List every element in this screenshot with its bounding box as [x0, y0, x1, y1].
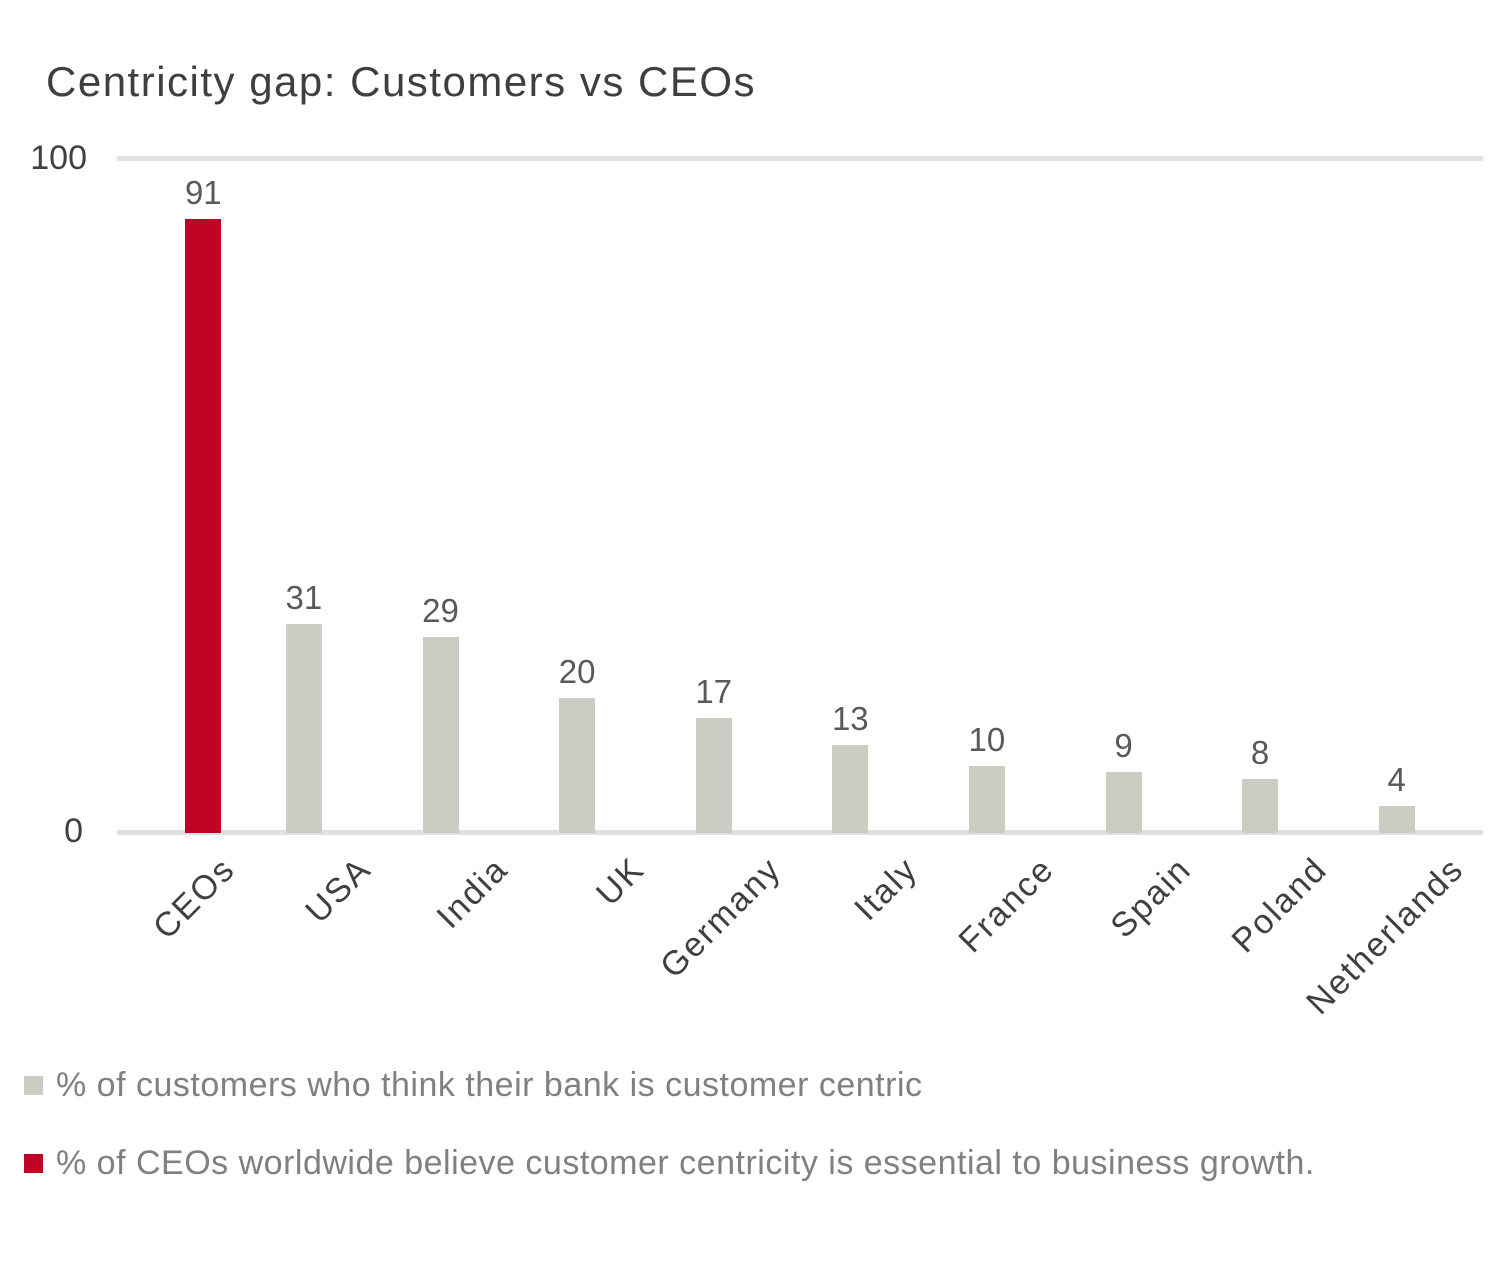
bar-germany — [695, 718, 732, 833]
bar-value-ceos: 91 — [184, 173, 222, 211]
bar-usa — [285, 623, 322, 833]
bar-uk — [559, 698, 596, 833]
bar-india — [422, 637, 459, 833]
bar-spain — [1105, 772, 1142, 833]
legend-label-customers: % of customers who think their bank is c… — [56, 1065, 923, 1104]
legend-marker-customers-icon — [24, 1075, 43, 1095]
bar-value-poland: 8 — [1250, 734, 1270, 771]
y-axis-tick-100: 100 — [30, 139, 87, 177]
bar-value-france: 10 — [968, 720, 1006, 758]
legend-item-ceos: % of CEOs worldwide believe customer cen… — [24, 1141, 1315, 1185]
legend-marker-ceos-icon — [24, 1153, 43, 1173]
x-axis-label-india: India — [429, 850, 516, 937]
bar-value-netherlands: 4 — [1387, 761, 1406, 798]
x-axis-baseline — [117, 830, 1483, 835]
bar-netherlands — [1378, 806, 1415, 833]
bar-ceos — [185, 218, 222, 833]
bar-italy — [832, 745, 869, 833]
bar-value-spain: 9 — [1114, 727, 1133, 765]
bar-value-italy: 13 — [831, 700, 869, 738]
x-axis-label-france: France — [951, 850, 1062, 961]
bar-value-germany: 17 — [695, 673, 733, 711]
legend-label-ceos: % of CEOs worldwide believe customer cen… — [56, 1143, 1315, 1182]
bar-france — [968, 765, 1005, 833]
x-axis-label-poland: Poland — [1224, 850, 1335, 961]
y-axis-tick-0: 0 — [64, 812, 83, 850]
bar-value-india: 29 — [422, 592, 459, 630]
legend-item-customers: % of customers who think their bank is c… — [24, 1063, 923, 1107]
x-axis-label-ceos: CEOs — [145, 850, 243, 947]
x-axis-label-italy: Italy — [847, 850, 926, 929]
gridline-100 — [117, 156, 1483, 161]
bar-value-uk: 20 — [558, 653, 596, 690]
x-axis-label-usa: USA — [298, 850, 379, 931]
x-axis-label-spain: Spain — [1102, 850, 1199, 946]
bar-value-usa: 31 — [285, 578, 323, 616]
x-axis-label-uk: UK — [588, 850, 652, 914]
bar-poland — [1242, 779, 1279, 833]
chart-title: Centricity gap: Customers vs CEOs — [46, 58, 757, 105]
x-axis-label-germany: Germany — [652, 850, 789, 986]
